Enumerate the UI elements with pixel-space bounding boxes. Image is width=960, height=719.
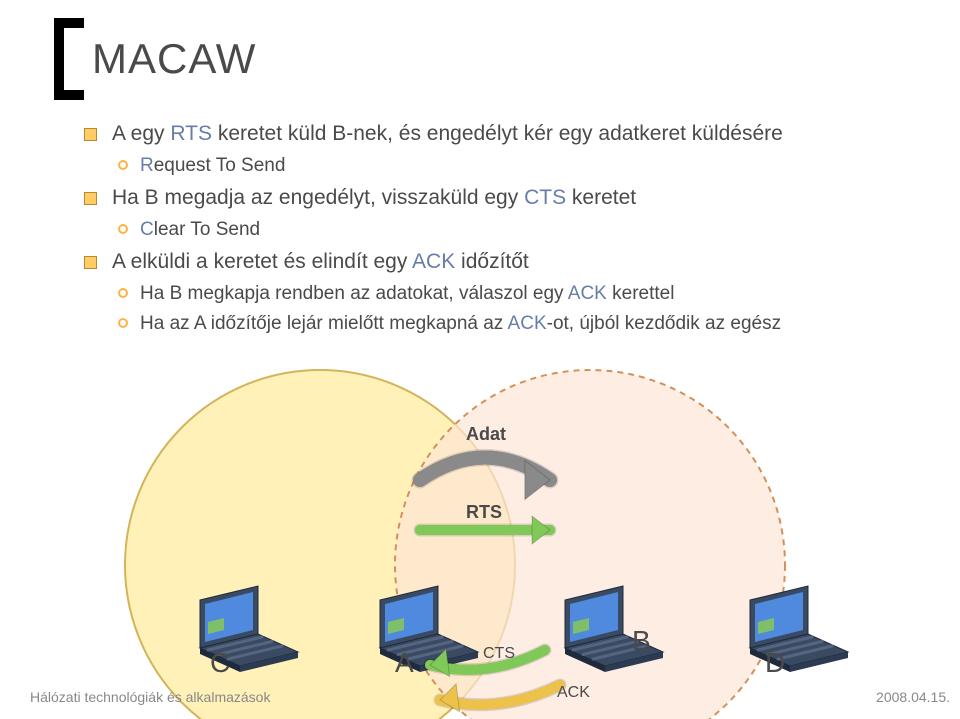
arrow-label-rts: RTS [466,502,502,522]
node-label-D: D [765,647,785,678]
footer-left: Hálózati technológiák és alkalmazások [30,689,270,705]
footer-right: 2008.04.15. [876,689,950,705]
node-label-C: C [210,647,230,678]
node-label-A: A [395,647,414,678]
node-label-B: B [632,625,651,656]
macaw-diagram: Adat RTS CTS ACK C A B D [0,0,960,719]
arrow-label-ack: ACK [557,684,590,701]
arrow-label-cts: CTS [483,645,515,662]
arrow-label-adat: Adat [466,424,506,444]
